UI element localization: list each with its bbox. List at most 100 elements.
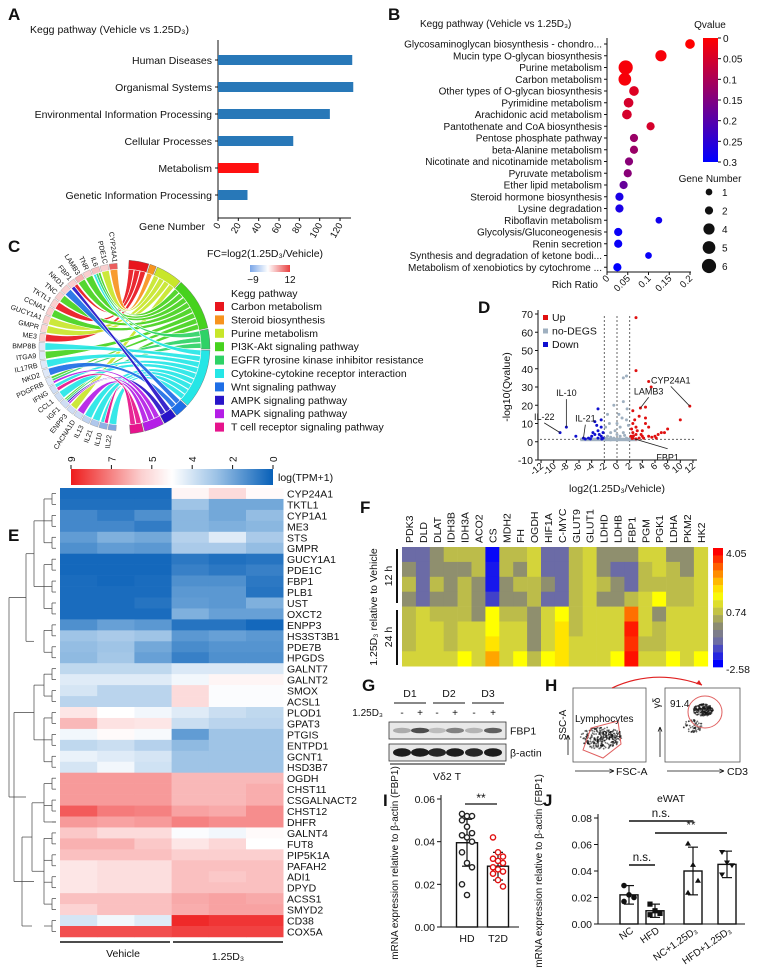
event-dot (584, 738, 587, 741)
heatmap-cell (541, 591, 556, 607)
heatmap-cell (97, 926, 135, 938)
event-dot (693, 720, 696, 723)
heatmap-cell (638, 606, 653, 622)
heatmap-cell (527, 636, 542, 652)
point-up (666, 427, 670, 431)
protein-band (428, 727, 446, 734)
heatmap-cell (134, 586, 172, 598)
event-dot (705, 704, 707, 707)
heatmap-cell (134, 904, 172, 916)
heatmap-cell (60, 827, 98, 839)
size-legend-dot (701, 258, 717, 274)
heatmap-cell (513, 621, 528, 637)
axis-label: CD3 (727, 766, 748, 778)
heatmap-cell (208, 663, 247, 675)
legend-swatch (215, 369, 224, 378)
panel-letter: H (545, 676, 557, 695)
gene-label: HPGDS (287, 653, 324, 665)
event-dot (593, 737, 596, 740)
lymphocyte-gate (582, 720, 622, 759)
heatmap-cell (554, 591, 570, 607)
pathway-label: Ether lipid metabolism (504, 181, 602, 192)
event-dot (592, 744, 595, 747)
heatmap-cell (134, 860, 172, 872)
heatmap-cell (471, 576, 486, 592)
heatmap-cell (171, 926, 210, 938)
point-nodeg (621, 376, 625, 380)
heatmap-cell (97, 849, 135, 861)
heatmap-cell (171, 553, 210, 565)
tick-label: 6 (649, 461, 660, 473)
event-dot (709, 712, 712, 715)
gene-label: ACSS1 (287, 894, 322, 906)
event-dot (603, 730, 606, 733)
legend-label: 5 (722, 244, 728, 255)
heatmap-cell (693, 547, 709, 563)
heatmap-cell (60, 838, 98, 850)
heatmap-cell (134, 816, 172, 828)
event-dot (614, 737, 616, 740)
event-dot (709, 706, 711, 708)
gene-label: CYP24A1 (287, 488, 333, 500)
point-down (600, 437, 604, 441)
heatmap-cell (171, 893, 210, 905)
heatmap-cell (246, 707, 284, 719)
event-dot (595, 745, 598, 747)
gene-label: CHST11 (287, 784, 327, 796)
event-dot (689, 726, 692, 729)
heatmap-cell (680, 547, 695, 563)
flow-plot (664, 687, 741, 763)
heatmap-cell (666, 561, 681, 578)
column-label: IDH3B (446, 512, 458, 543)
heatmap-cell (246, 849, 284, 861)
group-label: 1.25D₃ (212, 951, 244, 963)
event-dot (703, 703, 705, 706)
event-dot (616, 732, 618, 735)
blot-box (388, 721, 507, 740)
heatmap-cell (415, 591, 431, 607)
heatmap-cell (527, 651, 542, 667)
gene-segment (38, 342, 46, 351)
pathway-label: Renin secretion (533, 239, 602, 250)
heatmap-cell (208, 542, 247, 554)
heatmap-cell (652, 591, 667, 607)
panel-e-heatmap: 9 7 5 4 2 0 log(TPM+1) CYP24A1TKTL1CYP1A1ME3STS… (8, 456, 357, 963)
column-label: FBP1 (626, 517, 638, 543)
point-down (590, 434, 594, 438)
heatmap-cell (246, 498, 284, 511)
legend-label: Wnt signaling pathway (231, 381, 337, 393)
heatmap-cell (527, 576, 542, 592)
column-label: PKM2 (682, 514, 694, 543)
heatmap-cell (471, 591, 486, 607)
heatmap-cell (527, 621, 542, 637)
protein-band (411, 748, 429, 757)
heatmap-cell (457, 621, 472, 637)
event-dot (591, 729, 594, 732)
pathway-label: Lysine degradation (518, 204, 602, 215)
panel-g-western-blot: D1 D2 D3 1.25D₃ - + - + - + FBP1 β-actin Vδ2 T (352, 688, 542, 783)
tick-label: 0 (601, 273, 613, 285)
protein-band (393, 727, 411, 734)
heatmap-cell (513, 651, 528, 667)
heatmap-cell (596, 621, 611, 637)
data-point (626, 892, 632, 898)
heatmap-cell (485, 606, 500, 622)
heatmap-cell (60, 717, 98, 730)
arrow-head (657, 726, 663, 732)
column-label: GLUT9 (571, 509, 583, 543)
heatmap-cell (429, 561, 444, 578)
event-dot (687, 728, 690, 731)
heatmap-cell (134, 498, 172, 511)
lane-sign: + (417, 708, 423, 719)
axis-label: Rich Ratio (552, 280, 599, 291)
tick-label: 4 (636, 461, 647, 473)
heatmap-cell (596, 651, 611, 667)
label-leader (583, 424, 586, 439)
point-up (662, 431, 666, 435)
chord-link (67, 378, 155, 421)
heatmap-cell (60, 772, 98, 784)
tick-label: 70 (521, 309, 533, 321)
event-dot (711, 707, 714, 710)
gene-label: ACSL1 (287, 697, 320, 709)
heatmap-cell (60, 488, 98, 500)
